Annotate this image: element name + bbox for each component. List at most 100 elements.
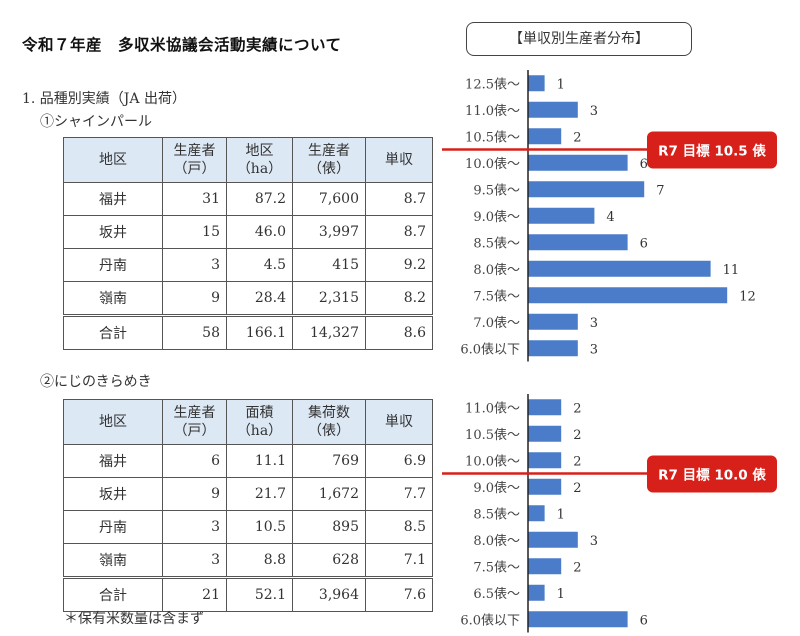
section-heading: 1. 品種別実績（JA 出荷） [22,91,186,107]
value-label: 3 [590,342,598,357]
table-row: 嶺南 3 8.8 628 7.1 [63,543,433,578]
column-header: 地区 （ha） [226,137,293,183]
value-cell: 895 [292,510,366,544]
value-label: 1 [557,77,565,92]
value-label: 6 [640,613,648,628]
value-cell: 2,315 [292,281,366,316]
district-cell: 合計 [63,314,163,350]
table-total-row: 合計 58 166.1 14,327 8.6 [63,314,433,350]
table-row: 嶺南 9 28.4 2,315 8.2 [63,281,433,316]
value-cell: 8.7 [365,215,433,249]
value-cell: 3,997 [292,215,366,249]
value-cell: 166.1 [226,314,293,350]
category-label: 8.5俵～ [473,236,520,251]
value-cell: 52.1 [226,576,293,612]
table-caption-nijinokirameki: ②にじのきらめき [40,374,152,390]
column-header-text: （戸） [173,423,216,439]
category-label: 6.0俵以下 [460,613,520,628]
bar [528,425,562,442]
value-cell: 11.1 [226,444,293,478]
column-header-text: 地区 [99,152,127,168]
category-label: 7.0俵～ [473,316,520,331]
bar [528,101,578,118]
district-cell: 坂井 [63,477,163,511]
category-label: 8.0俵～ [473,263,520,278]
footnote: ＊保有米数量は含まず [64,611,204,627]
table-row: 坂井 15 46.0 3,997 8.7 [63,215,433,249]
category-label: 9.5俵～ [473,183,520,198]
column-header: 地区 [63,137,163,183]
value-cell: 21.7 [226,477,293,511]
bar [528,399,562,416]
category-label: 9.0俵～ [473,210,520,225]
value-cell: 87.2 [226,182,293,216]
value-cell: 769 [292,444,366,478]
category-label: 7.5俵～ [473,289,520,304]
column-header-text: 地区 [99,414,127,430]
category-label: 10.5俵～ [465,130,520,145]
category-label: 7.5俵～ [473,560,520,575]
table-row: 福井 6 11.1 769 6.9 [63,444,433,478]
value-label: 2 [573,401,581,416]
column-header-text: 生産者 [308,143,350,159]
value-cell: 7.1 [365,543,433,578]
column-header-text: 面積 [245,405,274,421]
column-header: 地区 [63,399,163,445]
column-header-text: （ha） [236,161,283,177]
category-label: 10.0俵～ [465,454,520,469]
category-label: 6.0俵以下 [460,342,520,357]
target-badge [647,131,777,169]
column-header: 単収 [365,399,433,445]
district-cell: 嶺南 [63,543,163,578]
value-cell: 3 [162,543,227,578]
value-label: 11 [723,263,740,278]
value-label: 3 [590,316,598,331]
value-label: 6 [640,236,648,251]
category-label: 9.0俵～ [473,481,520,496]
value-cell: 7.7 [365,477,433,511]
bar [528,154,628,171]
table-total-row: 合計 21 52.1 3,964 7.6 [63,576,433,612]
column-header-text: （戸） [173,161,216,177]
bar [528,531,578,548]
table-caption-shinepearl: ①シャインパール [40,114,152,130]
value-cell: 9 [162,281,227,316]
table-row: 丹南 3 4.5 415 9.2 [63,248,433,282]
bar [528,313,578,330]
column-header-text: 単収 [385,414,413,430]
district-cell: 嶺南 [63,281,163,316]
column-header-text: 単収 [385,152,413,168]
table-header-row: 地区 生産者 （戸） 地区 （ha） 生産者 （俵） 単収 [63,137,433,183]
column-header-text: （俵） [308,423,350,439]
value-label: 2 [573,560,581,575]
chart-title: 【単収別生産者分布】 [466,22,692,56]
bar [528,128,562,145]
column-header: 面積 （ha） [226,399,293,445]
category-label: 11.0俵～ [465,401,520,416]
value-cell: 58 [162,314,227,350]
value-cell: 8.6 [365,314,433,350]
value-label: 1 [557,507,565,522]
column-header-text: （ha） [236,423,283,439]
bar [528,452,562,469]
table-header-row: 地区 生産者 （戸） 面積 （ha） 集荷数 （俵） 単収 [63,399,433,445]
target-badge [647,455,777,493]
category-label: 6.5俵～ [473,587,520,602]
bar [528,478,562,495]
district-cell: 坂井 [63,215,163,249]
value-label: 4 [606,210,614,225]
value-cell: 3 [162,248,227,282]
category-label: 10.5俵～ [465,428,520,443]
category-label: 12.5俵～ [465,77,520,92]
bar [528,234,628,251]
value-cell: 1,672 [292,477,366,511]
table-row: 坂井 9 21.7 1,672 7.7 [63,477,433,511]
nijinokirameki-table: 地区 生産者 （戸） 面積 （ha） 集荷数 （俵） 単収 福井 6 11.1 769 6.9 坂井 9 21… [63,399,433,612]
column-header: 単収 [365,137,433,183]
district-cell: 福井 [63,182,163,216]
value-cell: 3,964 [292,576,366,612]
value-label: 3 [590,104,598,119]
bar [528,75,545,92]
shinepearl-table: 地区 生産者 （戸） 地区 （ha） 生産者 （俵） 単収 福井 31 87.2 7,600 8.7 坂井… [63,137,433,350]
